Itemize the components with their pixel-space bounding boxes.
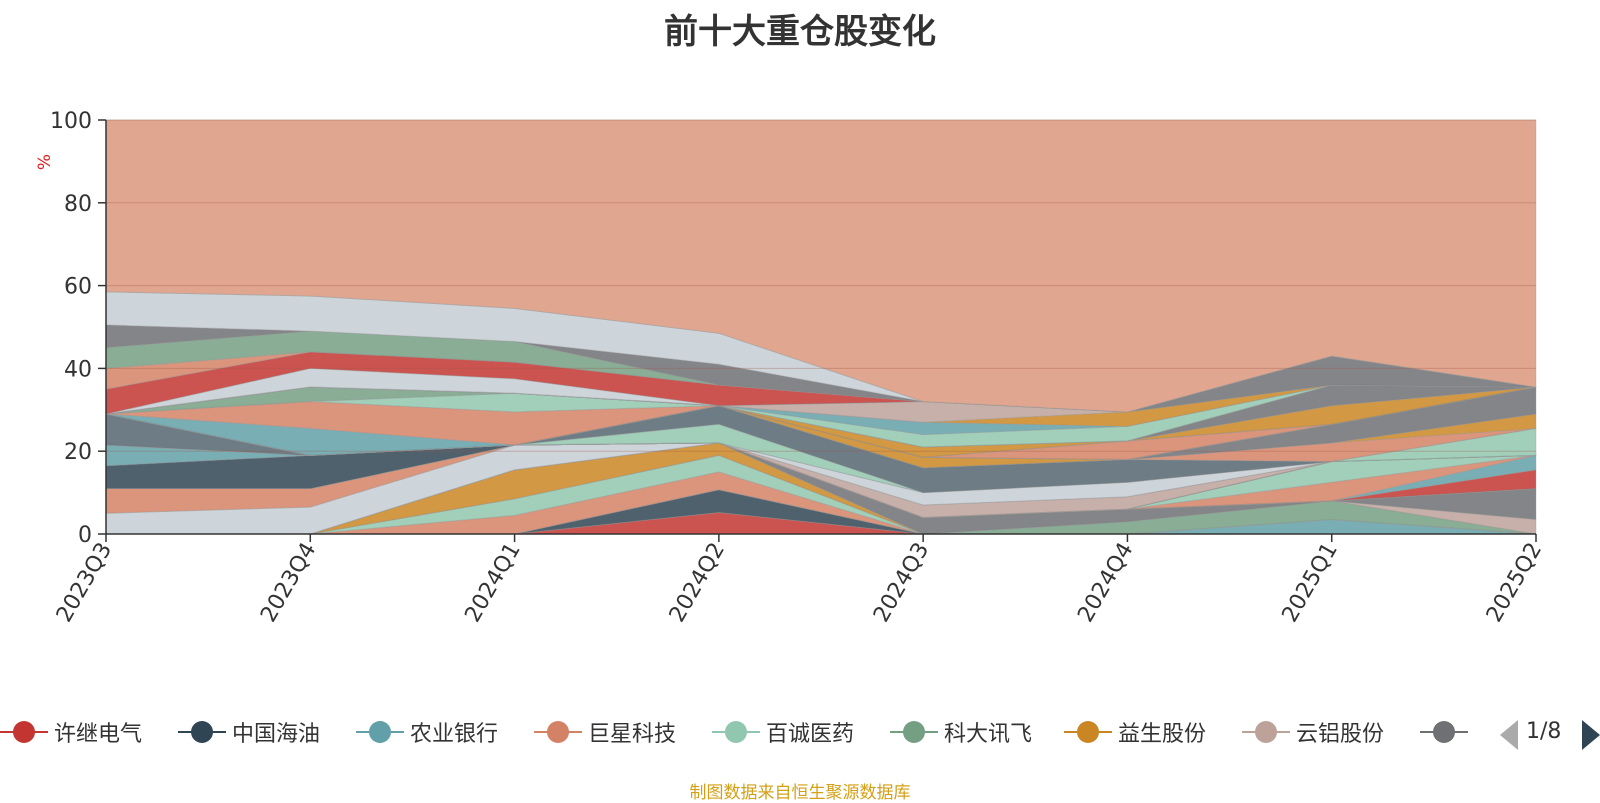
legend-item[interactable]: 科大讯飞 [890,712,1032,752]
legend-item[interactable]: 许继电气 [0,712,142,752]
x-tick-label: 2025Q2 [1482,539,1547,627]
series-area-30 [105,405,1537,469]
legend-label: 巨星科技 [588,722,677,747]
legend-label: 百诚医药 [766,722,855,747]
y-tick-label: 40 [64,357,92,382]
area-group [105,119,1537,535]
pager-next-icon[interactable] [1582,720,1600,750]
legend-label: 许继电气 [54,722,143,747]
legend-marker-icon [178,720,226,744]
legend-marker-icon [534,720,582,744]
legend-marker-icon [1420,720,1468,744]
chart-title: 前十大重仓股变化 [664,12,936,52]
pager-indicator: 1/8 [1526,719,1562,744]
y-tick-label: 60 [64,275,92,300]
pager-prev-icon[interactable] [1500,720,1518,750]
legend-pager: 1/8 [1500,712,1600,752]
legend-marker-icon [356,720,404,744]
x-tick-label: 2024Q4 [1073,539,1138,627]
legend-marker-icon [1064,720,1112,744]
x-tick-label: 2024Q3 [869,539,934,627]
legend-item[interactable]: 百诚医药 [712,712,854,752]
legend-label: 益生股份 [1118,722,1207,747]
y-tick-label: 100 [50,109,92,134]
x-tick-label: 2024Q2 [665,539,730,627]
legend-item[interactable] [1420,712,1474,752]
x-tick-label: 2023Q4 [256,539,321,627]
series-area-1 [106,489,1536,535]
y-tick-label: 0 [78,523,92,548]
legend-marker-icon [890,720,938,744]
series-area-13 [106,442,1537,518]
legend-item[interactable]: 巨星科技 [534,712,676,752]
series-area-remainder [105,119,1537,413]
legend: 许继电气 中国海油 农业银行 巨星科技 百诚医药 科大讯飞 益生股份 云铝股份 [0,712,1600,752]
legend-label: 中国海油 [232,722,321,747]
y-tick-label: 20 [64,440,92,465]
series-area-14 [106,442,1537,518]
series-area-21 [105,442,1537,518]
legend-marker-icon [0,720,48,744]
legend-marker-icon [1242,720,1290,744]
x-tick-label: 2023Q3 [52,539,117,627]
legend-label: 科大讯飞 [944,722,1033,747]
series-area-32 [105,386,1537,460]
legend-item[interactable]: 益生股份 [1064,712,1206,752]
legend-item[interactable]: 农业银行 [356,712,498,752]
x-tick-label: 2024Q1 [460,539,525,627]
x-tick-label: 2025Q1 [1278,539,1343,627]
source-note: 制图数据来自恒生聚源数据库 [689,783,911,803]
legend-item[interactable]: 云铝股份 [1242,712,1384,752]
y-axis-label: % [35,154,55,170]
legend-label: 云铝股份 [1296,722,1385,747]
legend-marker-icon [712,720,760,744]
y-tick-label: 80 [64,192,92,217]
legend-item[interactable]: 中国海油 [178,712,320,752]
legend-label: 农业银行 [410,722,499,747]
